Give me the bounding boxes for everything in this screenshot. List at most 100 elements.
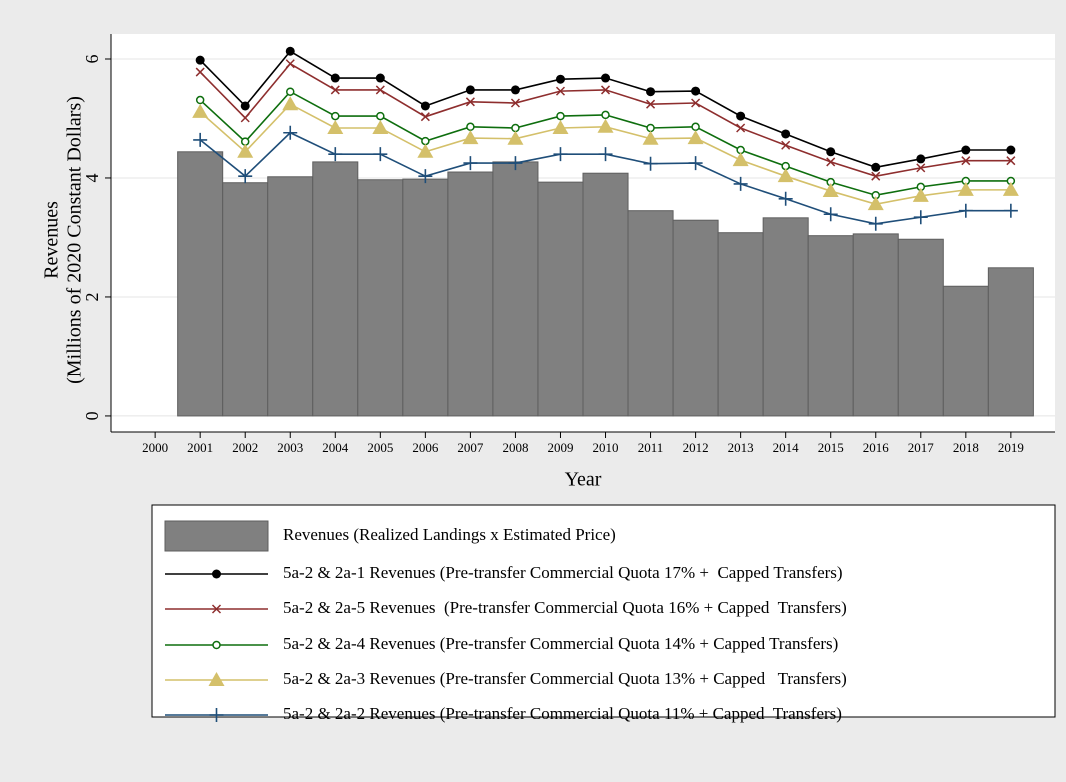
- marker: [1002, 181, 1019, 196]
- marker: [958, 203, 973, 218]
- marker: [600, 85, 611, 95]
- marker: [283, 125, 298, 140]
- bar: [807, 235, 854, 417]
- x-tick-label: 2018: [953, 440, 979, 455]
- x-tick-label: 2017: [908, 440, 935, 455]
- x-tick-label: 2001: [187, 440, 213, 455]
- marker: [420, 101, 430, 111]
- marker: [420, 112, 430, 122]
- marker: [240, 101, 250, 111]
- y-axis-title: (Millions of 2020 Constant Dollars): [64, 96, 86, 384]
- x-tick-label: 2009: [547, 440, 573, 455]
- bar: [897, 238, 944, 417]
- x-tick-label: 2019: [998, 440, 1024, 455]
- marker: [212, 569, 221, 579]
- x-tick-label: 2002: [232, 440, 258, 455]
- marker: [957, 181, 974, 196]
- marker: [826, 157, 836, 167]
- marker: [209, 708, 224, 722]
- marker: [508, 156, 523, 171]
- marker: [556, 111, 565, 121]
- x-axis-title: Year: [565, 469, 602, 491]
- marker: [327, 119, 344, 134]
- y-tick-label: 0: [82, 411, 102, 420]
- marker: [376, 111, 385, 121]
- bar: [402, 178, 449, 417]
- bar: [582, 172, 629, 417]
- marker: [462, 130, 479, 145]
- marker: [240, 113, 250, 123]
- marker: [286, 87, 295, 96]
- bar: [717, 232, 764, 417]
- marker: [736, 123, 746, 133]
- marker: [826, 147, 836, 157]
- bar: [762, 217, 809, 417]
- x-tick-label: 2008: [502, 440, 528, 455]
- marker: [195, 55, 205, 65]
- marker: [781, 140, 791, 150]
- bar: [492, 161, 539, 417]
- marker: [375, 73, 385, 83]
- x-tick-label: 2013: [728, 440, 754, 455]
- marker: [463, 156, 478, 171]
- marker: [642, 130, 659, 145]
- marker: [736, 111, 746, 121]
- x-tick-label: 2011: [638, 440, 664, 455]
- marker: [871, 162, 881, 172]
- legend-label: 5a-2 & 2a-3 Revenues (Pre-transfer Comme…: [283, 669, 847, 688]
- marker: [868, 216, 883, 231]
- marker: [961, 145, 971, 155]
- y-tick-label: 2: [82, 292, 102, 301]
- legend-label: 5a-2 & 2a-2 Revenues (Pre-transfer Comme…: [283, 704, 842, 723]
- marker: [691, 98, 701, 108]
- bar: [987, 267, 1034, 417]
- marker: [916, 154, 926, 164]
- marker: [285, 46, 295, 56]
- marker: [822, 183, 839, 198]
- marker: [555, 74, 565, 84]
- marker: [238, 169, 253, 184]
- marker: [553, 147, 568, 162]
- marker: [511, 123, 520, 133]
- y-axis-title: Revenues: [41, 201, 63, 279]
- marker: [916, 163, 926, 173]
- marker: [375, 85, 385, 95]
- marker: [1006, 156, 1016, 166]
- marker: [913, 210, 928, 225]
- bar: [672, 219, 719, 417]
- marker: [687, 130, 704, 145]
- marker: [507, 130, 524, 145]
- marker: [510, 98, 520, 108]
- legend-label: 5a-2 & 2a-4 Revenues (Pre-transfer Comme…: [283, 634, 838, 653]
- x-tick-label: 2012: [683, 440, 709, 455]
- marker: [208, 672, 225, 686]
- x-tick-label: 2007: [457, 440, 484, 455]
- marker: [330, 73, 340, 83]
- marker: [555, 86, 566, 96]
- bar: [852, 233, 899, 417]
- marker: [732, 152, 749, 167]
- marker: [691, 122, 700, 132]
- x-tick-label: 2003: [277, 440, 303, 455]
- marker: [192, 103, 209, 118]
- marker: [1003, 203, 1018, 218]
- marker: [328, 147, 343, 162]
- bar: [537, 181, 584, 417]
- bar: [447, 171, 494, 417]
- marker: [691, 86, 701, 96]
- legend-label: 5a-2 & 2a-5 Revenues (Pre-transfer Comme…: [283, 598, 847, 617]
- marker: [282, 96, 299, 111]
- marker: [961, 156, 971, 166]
- x-tick-label: 2000: [142, 440, 168, 455]
- marker: [597, 118, 614, 133]
- marker: [552, 119, 569, 134]
- bar: [357, 179, 404, 417]
- marker: [195, 67, 205, 77]
- marker: [688, 156, 703, 171]
- marker: [331, 111, 340, 121]
- marker: [646, 123, 655, 133]
- marker: [1006, 145, 1016, 155]
- marker: [510, 85, 520, 95]
- marker: [465, 97, 475, 107]
- legend-label: Revenues (Realized Landings x Estimated …: [283, 525, 616, 544]
